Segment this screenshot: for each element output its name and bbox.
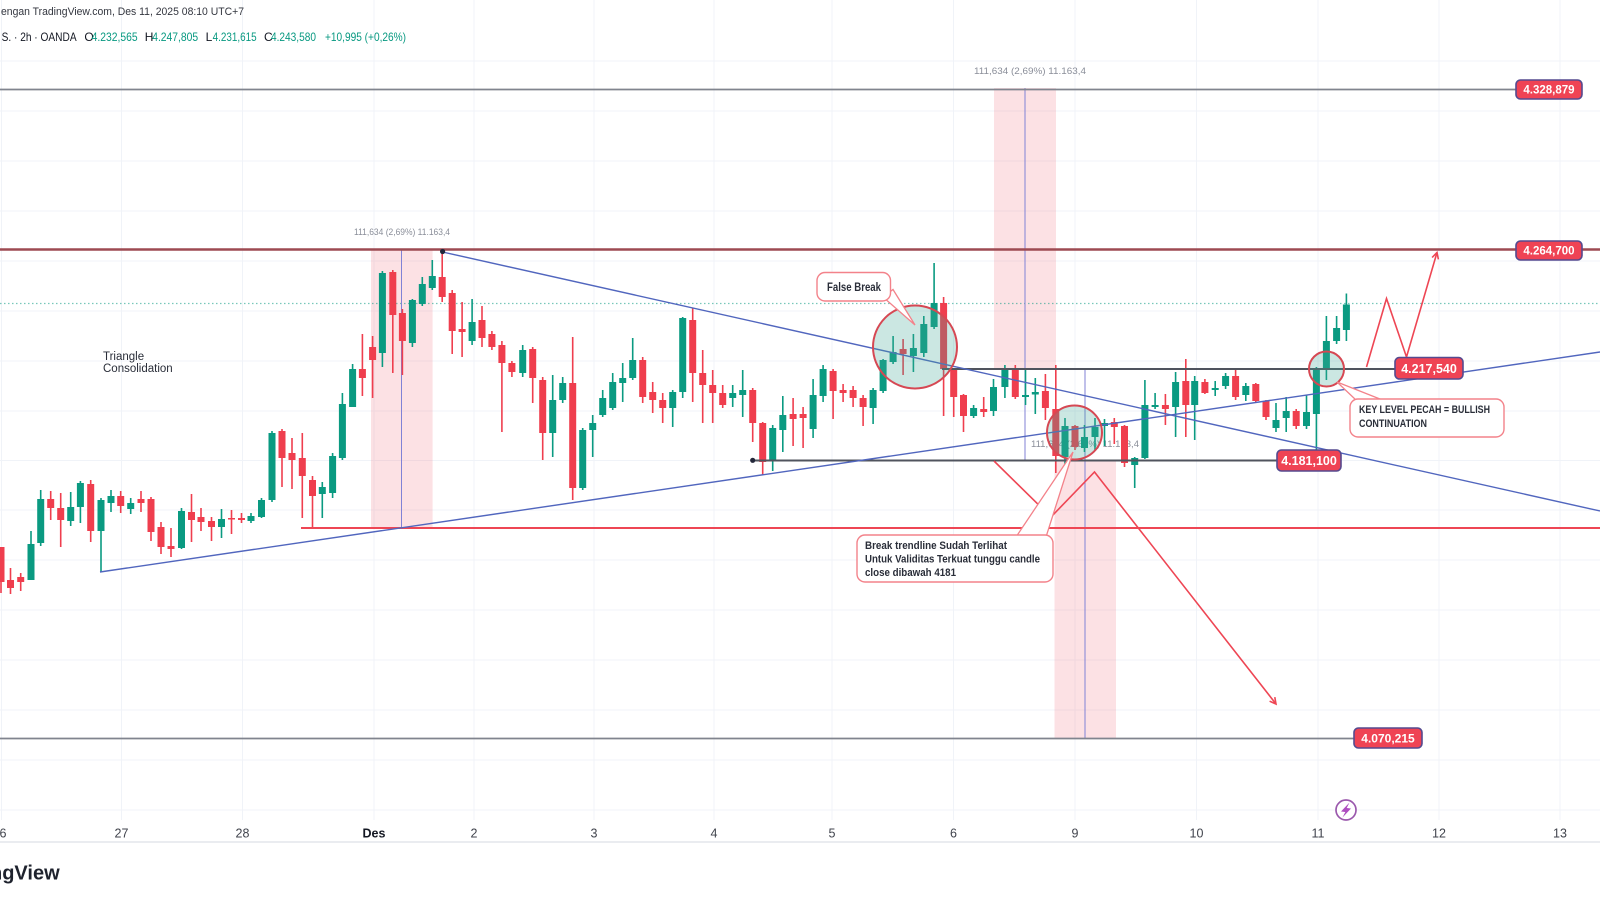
svg-text:+10,995 (+0,26%): +10,995 (+0,26%) [325, 30, 406, 44]
svg-text:11: 11 [1312, 827, 1325, 841]
svg-text:4.243,580: 4.243,580 [271, 30, 316, 44]
svg-text:6: 6 [0, 827, 7, 841]
svg-text:4.264,700: 4.264,700 [1523, 246, 1574, 258]
svg-text:12: 12 [1432, 827, 1446, 841]
svg-text:Triangle: Triangle [103, 351, 144, 363]
svg-text:L: L [206, 30, 213, 44]
svg-text:Untuk Validitas Terkuat tunggu: Untuk Validitas Terkuat tunggu candle [865, 554, 1040, 566]
svg-text:13: 13 [1553, 827, 1567, 841]
svg-text:H: H [145, 30, 154, 44]
svg-text:6: 6 [950, 827, 957, 841]
svg-text:C: C [264, 30, 273, 44]
svg-text:4.217,540: 4.217,540 [1401, 362, 1457, 376]
svg-text:5: 5 [829, 827, 836, 841]
svg-text:S. · 2h · OANDA: S. · 2h · OANDA [2, 30, 77, 44]
svg-text:4.328,879: 4.328,879 [1523, 85, 1574, 97]
svg-text:4.232,565: 4.232,565 [92, 30, 138, 44]
svg-text:27: 27 [115, 827, 129, 841]
svg-text:3: 3 [591, 827, 598, 841]
svg-text:4.231,615: 4.231,615 [213, 30, 257, 44]
svg-text:False Break: False Break [827, 280, 881, 294]
svg-text:O: O [84, 30, 93, 44]
svg-text:Break trendline Sudah Terlihat: Break trendline Sudah Terlihat [865, 540, 1007, 552]
svg-text:close dibawah 4181: close dibawah 4181 [865, 567, 956, 579]
svg-text:CONTINUATION: CONTINUATION [1359, 418, 1427, 430]
svg-text:4.247,805: 4.247,805 [152, 30, 198, 44]
svg-text:9: 9 [1072, 827, 1079, 841]
svg-text:28: 28 [236, 827, 250, 841]
svg-text:4.070,215: 4.070,215 [1361, 731, 1415, 745]
svg-text:4.181,100: 4.181,100 [1281, 454, 1337, 468]
svg-text:10: 10 [1190, 827, 1204, 841]
svg-text:4: 4 [711, 827, 718, 841]
svg-text:engan TradingView.com, Des 11,: engan TradingView.com, Des 11, 2025 08:1… [1, 6, 244, 18]
svg-text:KEY LEVEL PECAH = BULLISH: KEY LEVEL PECAH = BULLISH [1359, 404, 1490, 416]
svg-text:111,634 (2,69%) 11.163,4: 111,634 (2,69%) 11.163,4 [974, 66, 1086, 77]
svg-text:2: 2 [471, 827, 478, 841]
svg-text:Des: Des [363, 827, 386, 841]
svg-text:Consolidation: Consolidation [103, 363, 173, 375]
svg-text:ngView: ngView [0, 863, 60, 885]
svg-text:111,634 (2,69%) 11.163,4: 111,634 (2,69%) 11.163,4 [354, 227, 450, 238]
